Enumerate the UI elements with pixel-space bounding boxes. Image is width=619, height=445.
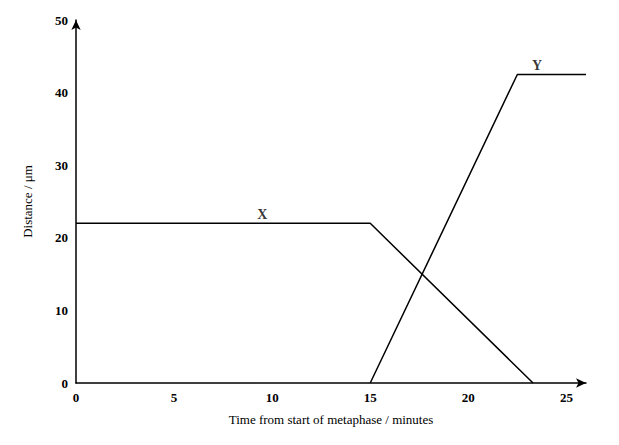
svg-text:Y: Y (532, 58, 542, 73)
svg-text:10: 10 (266, 390, 279, 405)
svg-text:30: 30 (55, 158, 68, 173)
svg-text:Distance / μm: Distance / μm (20, 165, 35, 238)
svg-text:0: 0 (62, 376, 69, 391)
svg-text:20: 20 (462, 390, 475, 405)
svg-text:25: 25 (560, 390, 574, 405)
svg-text:Time from start of metaphase /: Time from start of metaphase / minutes (229, 412, 434, 427)
svg-text:20: 20 (55, 230, 68, 245)
svg-text:10: 10 (55, 303, 68, 318)
svg-text:40: 40 (55, 85, 68, 100)
svg-text:15: 15 (364, 390, 378, 405)
svg-text:0: 0 (73, 390, 80, 405)
svg-text:50: 50 (55, 13, 68, 28)
svg-text:X: X (257, 207, 267, 222)
svg-text:5: 5 (171, 390, 178, 405)
